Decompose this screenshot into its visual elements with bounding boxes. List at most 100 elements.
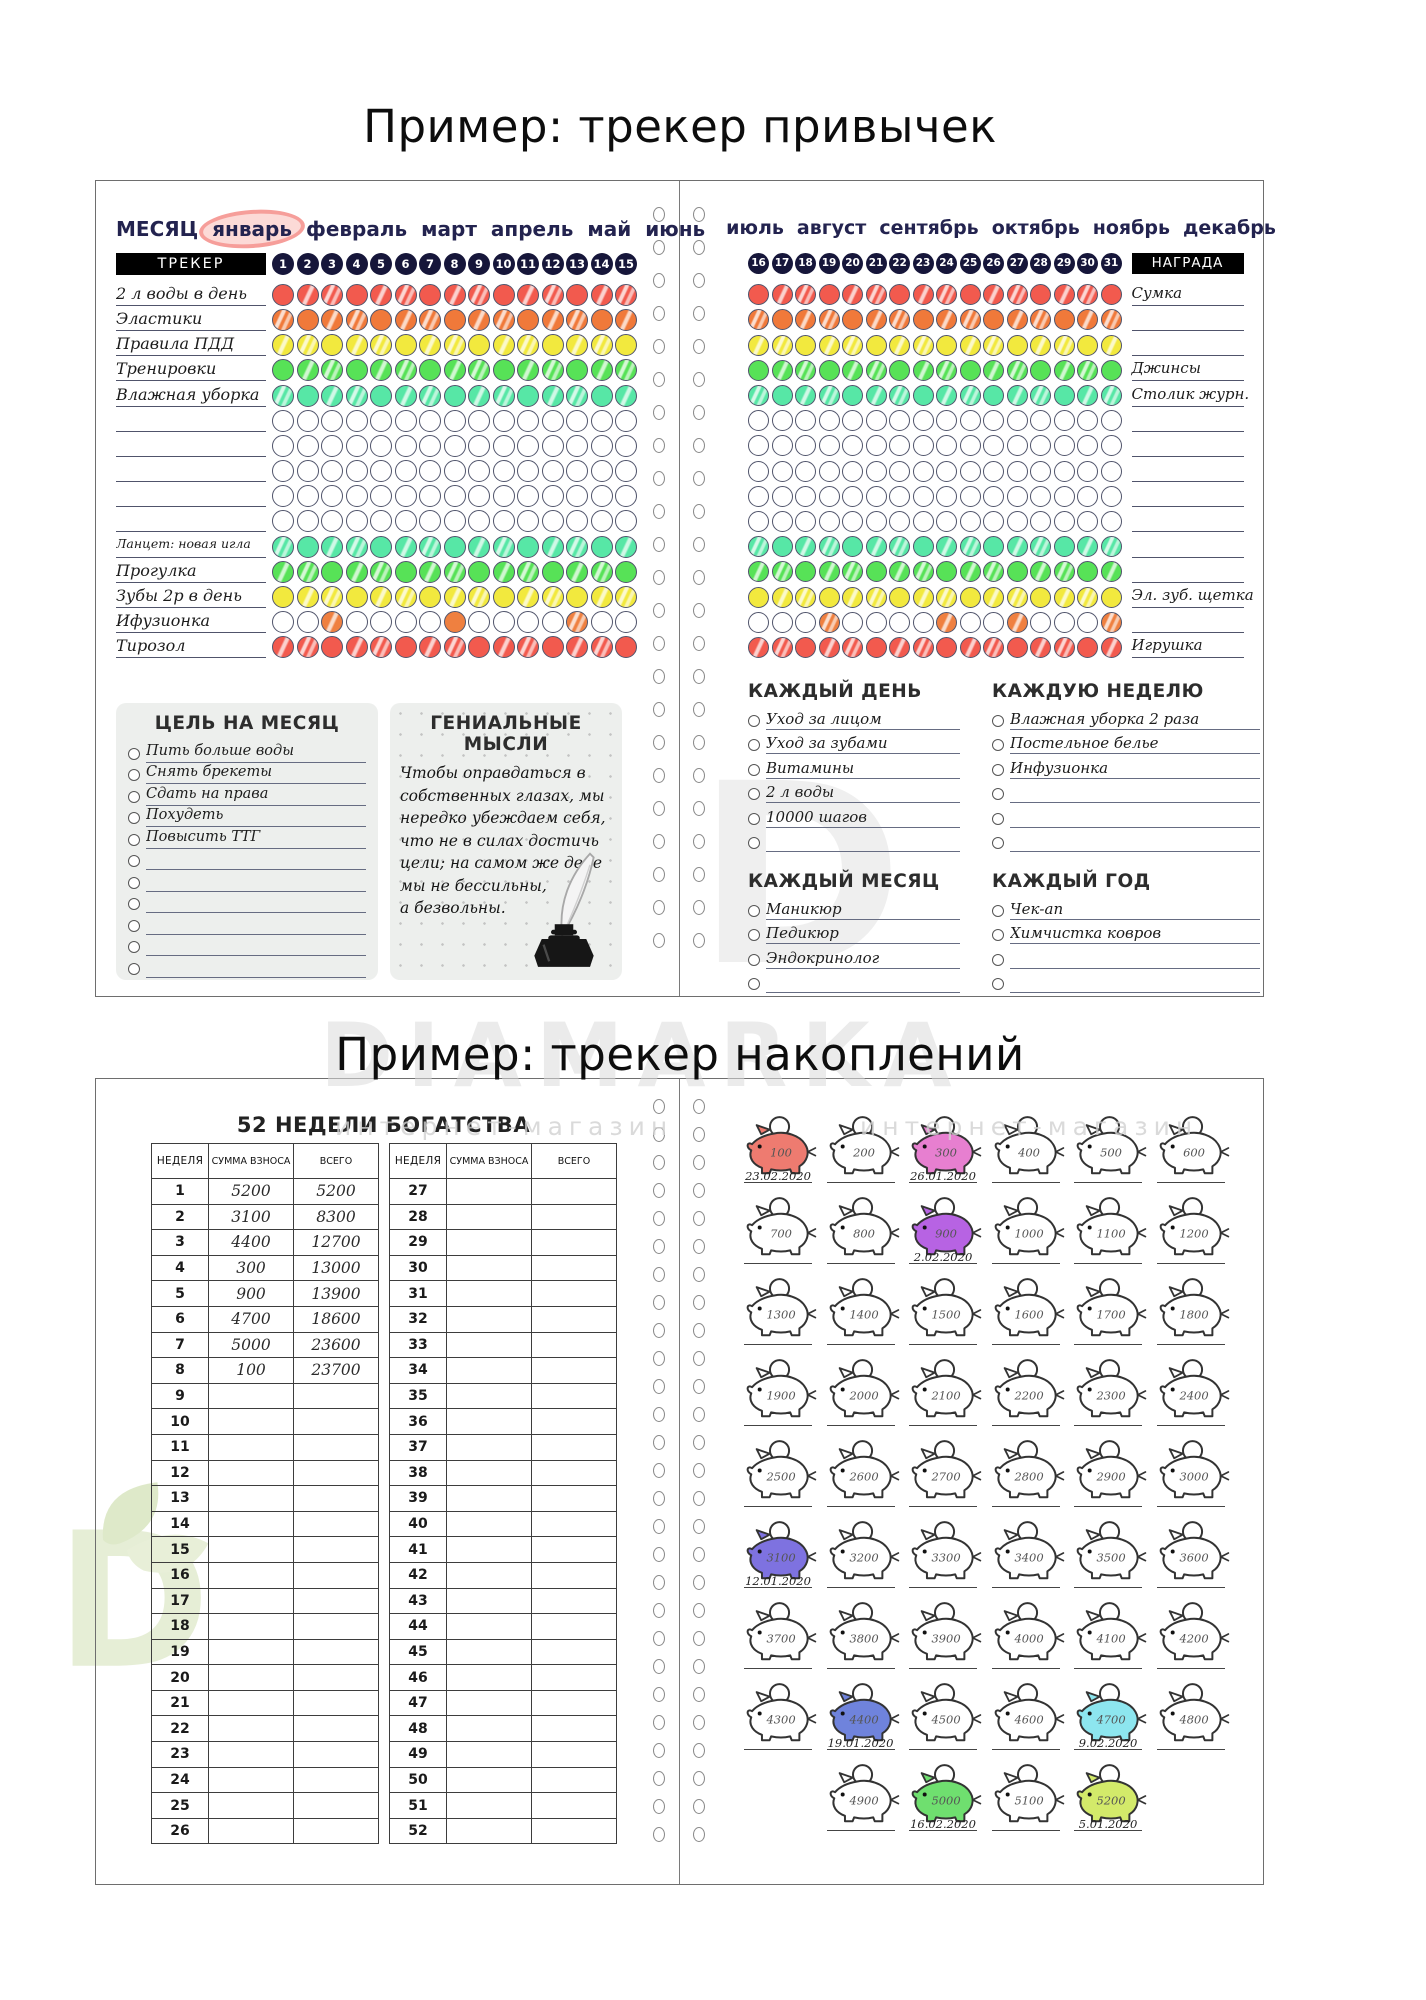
habit-cell-empty (959, 435, 981, 457)
habit-cell-empty (748, 410, 769, 432)
habit-cell-empty (566, 460, 588, 483)
habit-cell-filled (795, 586, 816, 608)
habit-cell-filled (394, 359, 417, 382)
spiral-hole (653, 1155, 665, 1170)
piggy-bank-4800: 4800 (1149, 1682, 1233, 1750)
habit-cell-filled (1077, 586, 1098, 608)
habit-cell-filled (541, 535, 564, 558)
habit-cell-empty (566, 485, 588, 508)
pig-date-line (991, 1506, 1060, 1507)
habit-cell-filled (296, 283, 319, 306)
svg-text:2800: 2800 (1013, 1469, 1043, 1483)
spiral-hole (693, 1631, 705, 1646)
habit-row: Правила ПДД (116, 333, 637, 358)
habit-cell-filled (865, 586, 887, 608)
week-row: 23 (151, 1741, 379, 1768)
habit-cell-filled (296, 359, 319, 382)
habit-label: Ланцет: новая игла (116, 536, 266, 558)
habit-cell-empty (443, 434, 466, 457)
habit-cell-empty (795, 611, 816, 633)
piggy-bank-2600: 2600 (819, 1439, 903, 1507)
habit-cell-filled (748, 536, 769, 558)
habit-cell-filled (492, 560, 515, 583)
svg-text:3200: 3200 (849, 1550, 878, 1564)
habit-cell-empty (771, 410, 793, 432)
habit-cell-empty (1100, 460, 1122, 482)
reward-label: Эл. зуб. щетка (1131, 586, 1254, 609)
pig-date-line (744, 1182, 812, 1183)
habit-cell-filled (394, 535, 417, 558)
week-row: 15 (151, 1536, 379, 1563)
pig-date-line (1074, 1425, 1142, 1426)
month-ноябрь: ноябрь (1092, 217, 1170, 239)
habit-cell-filled (912, 636, 934, 658)
habit-cell-filled (321, 560, 343, 583)
habit-cell-empty (936, 485, 957, 507)
habit-cell-filled (771, 334, 793, 356)
list-item (128, 956, 366, 978)
habit-cell-empty (1100, 485, 1122, 507)
svg-text:2900: 2900 (1095, 1469, 1125, 1483)
habit-cell-empty (865, 510, 887, 532)
habit-cell-empty (370, 611, 392, 634)
habit-cell-empty (912, 435, 934, 457)
habit-cell-filled (345, 535, 368, 558)
day-number: 11 (517, 252, 539, 275)
week-row: 27 (389, 1178, 617, 1205)
day-number: 24 (936, 253, 957, 275)
spiral-hole (653, 867, 665, 882)
habit-cell-filled (912, 536, 934, 558)
habit-cell-empty (1077, 410, 1098, 432)
pig-date-line (1156, 1668, 1225, 1669)
spiral-hole (653, 933, 665, 948)
habit-cell-filled (296, 308, 319, 331)
spiral-hole (693, 1183, 705, 1198)
svg-text:3400: 3400 (1014, 1550, 1043, 1564)
bullet-circle-icon (748, 978, 760, 990)
habit-row (116, 433, 637, 458)
habit-cell-empty (541, 409, 564, 432)
spiral-hole (693, 405, 705, 420)
habit-row: Эл. зуб. щетка (748, 584, 1254, 609)
habit-grid-left: ТРЕКЕР 1 2 3 4 5 6 7 8 9 10 11 12 13 14 15 2 л воды в де… (116, 251, 637, 660)
habit-cell-empty (296, 510, 319, 533)
habit-cell-filled (936, 611, 957, 633)
habit-cell-filled (590, 560, 613, 583)
habit-cell-filled (468, 334, 490, 357)
habit-cell-filled (345, 334, 368, 357)
habit-cell-filled (1006, 334, 1028, 356)
month-март: март (421, 217, 477, 241)
week-row: 12 (151, 1459, 379, 1487)
pig-date-line (826, 1263, 895, 1264)
habit-cell-filled (566, 384, 588, 407)
spiral-hole (653, 1631, 665, 1646)
habit-cell-filled (818, 359, 840, 381)
habit-cell-filled (1100, 359, 1122, 381)
habit-cell-filled (1053, 536, 1075, 558)
habit-cell-empty (492, 510, 515, 533)
habit-cell-filled (748, 334, 769, 356)
week-row: 33 (389, 1331, 617, 1359)
habit-cell-filled (889, 284, 910, 306)
reward-label (1131, 510, 1244, 533)
svg-text:1500: 1500 (931, 1307, 960, 1321)
list-item (128, 849, 366, 870)
habit-cell-filled (517, 334, 539, 357)
list-item: Пить больше воды (128, 741, 366, 763)
piggy-bank-4000: 4000 (984, 1601, 1068, 1669)
habit-cell-empty (771, 460, 793, 482)
habit-cell-filled (541, 384, 564, 407)
habit-cell-empty (771, 435, 793, 457)
habit-cell-filled (1077, 536, 1098, 558)
habit-cell-filled (818, 334, 840, 356)
habit-row (116, 509, 637, 534)
habit-label: Ифузионка (116, 611, 266, 634)
svg-text:700: 700 (770, 1226, 792, 1240)
day-number: 13 (566, 252, 588, 275)
list-item (128, 892, 366, 913)
week-row: 37 (389, 1433, 617, 1461)
piggy-bank-1500: 1500 (901, 1277, 985, 1345)
habit-row: Зубы 2р в день (116, 584, 637, 609)
habit-label: Тренировки (116, 359, 266, 382)
habit-cell-filled (936, 536, 957, 558)
